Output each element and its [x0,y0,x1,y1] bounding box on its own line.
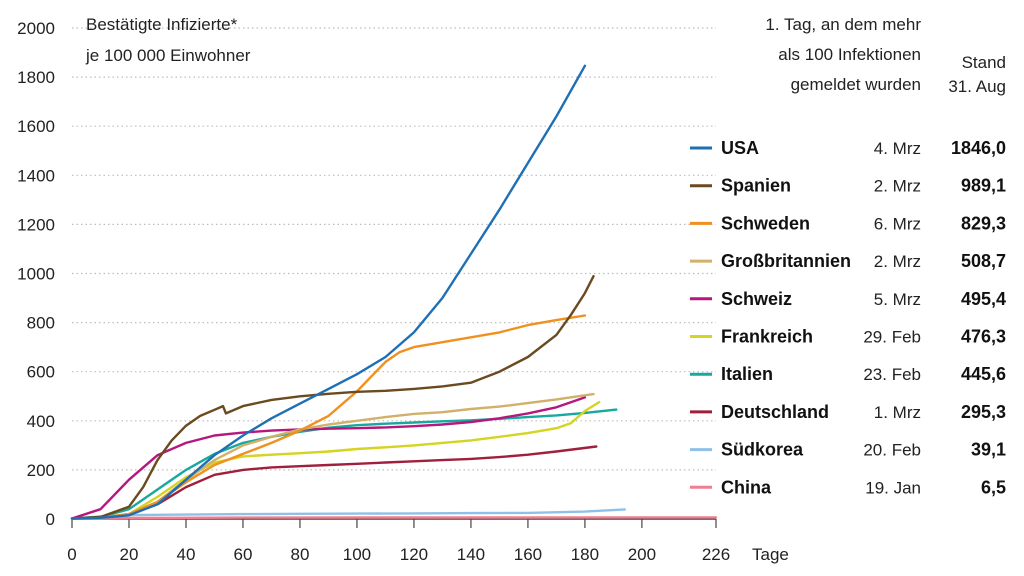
legend-value-spanien: 989,1 [961,176,1006,196]
x-axis-label: Tage [752,545,789,564]
legend-value-schweden: 829,3 [961,213,1006,233]
legend-value-großbritannien: 508,7 [961,251,1006,271]
series-line-spanien [70,275,595,520]
legend-value-schweiz: 495,4 [961,289,1006,309]
legend-name-großbritannien: Großbritannien [721,251,851,271]
legend-date-schweiz: 5. Mrz [874,290,921,309]
series-line-schweiz [70,396,587,520]
legend-name-schweiz: Schweiz [721,289,792,309]
legend-name-china: China [721,477,772,497]
x-tick-label: 100 [343,545,371,564]
series-line-frankreich [70,400,601,520]
legend-date-deutschland: 1. Mrz [874,403,921,422]
x-tick-label: 60 [234,545,253,564]
x-tick-label: 160 [514,545,542,564]
legend-name-spanien: Spanien [721,176,791,196]
legend-header: 1. Tag, an dem mehr als 100 Infektionen … [765,15,1006,96]
legend-value-deutschland: 295,3 [961,402,1006,422]
y-tick-label: 200 [27,461,55,480]
legend: USA 4. Mrz 1846,0 Spanien 2. Mrz 989,1 Schwede… [690,138,1006,497]
legend-name-frankreich: Frankreich [721,327,813,347]
y-tick-label: 400 [27,412,55,431]
series-line-italien [70,408,618,520]
legend-header-value-line-2: 31. Aug [948,77,1006,96]
y-tick-label: 0 [46,510,55,529]
series-lines [70,64,718,520]
grid-lines [72,27,716,520]
legend-name-deutschland: Deutschland [721,402,829,422]
x-axis-ticks: 0 20 40 60 80 100 120 140 160 180 200 226 [67,519,730,564]
legend-value-italien: 445,6 [961,364,1006,384]
legend-name-schweden: Schweden [721,213,810,233]
x-tick-label: 140 [457,545,485,564]
x-tick-label: 180 [571,545,599,564]
legend-value-usa: 1846,0 [951,138,1006,158]
legend-value-südkorea: 39,1 [971,440,1006,460]
y-axis-ticks: 0 200 400 600 800 1000 1200 1400 1600 1800 2000 [17,19,55,529]
legend-date-südkorea: 20. Feb [863,441,921,460]
x-tick-label: 200 [628,545,656,564]
x-tick-label: 20 [120,545,139,564]
x-tick-label: 80 [291,545,310,564]
y-tick-label: 1200 [17,215,55,234]
legend-date-großbritannien: 2. Mrz [874,252,921,271]
legend-date-schweden: 6. Mrz [874,214,921,233]
x-tick-label: 0 [67,545,76,564]
legend-date-spanien: 2. Mrz [874,177,921,196]
x-tick-label: 226 [702,545,730,564]
y-tick-label: 1800 [17,68,55,87]
legend-date-frankreich: 29. Feb [863,328,921,347]
legend-name-italien: Italien [721,364,773,384]
legend-header-date-line-2: als 100 Infektionen [778,45,921,64]
legend-header-value-line-1: Stand [962,53,1006,72]
series-line-usa [70,64,587,520]
legend-name-südkorea: Südkorea [721,440,804,460]
y-tick-label: 1000 [17,265,55,284]
x-tick-label: 120 [400,545,428,564]
y-tick-label: 800 [27,314,55,333]
legend-date-china: 19. Jan [865,478,921,497]
y-tick-label: 2000 [17,19,55,38]
series-line-china [70,516,718,520]
legend-name-usa: USA [721,138,759,158]
x-tick-label: 40 [177,545,196,564]
y-axis-label-line-2: je 100 000 Einwohner [85,46,251,65]
legend-header-date-line-1: 1. Tag, an dem mehr [765,15,921,34]
legend-date-usa: 4. Mrz [874,139,921,158]
legend-date-italien: 23. Feb [863,365,921,384]
y-tick-label: 600 [27,363,55,382]
y-axis-label-line-1: Bestätigte Infizierte* [86,15,238,34]
legend-value-frankreich: 476,3 [961,327,1006,347]
legend-value-china: 6,5 [981,477,1006,497]
legend-header-date-line-3: gemeldet wurden [791,75,921,94]
y-tick-label: 1400 [17,166,55,185]
y-tick-label: 1600 [17,117,55,136]
